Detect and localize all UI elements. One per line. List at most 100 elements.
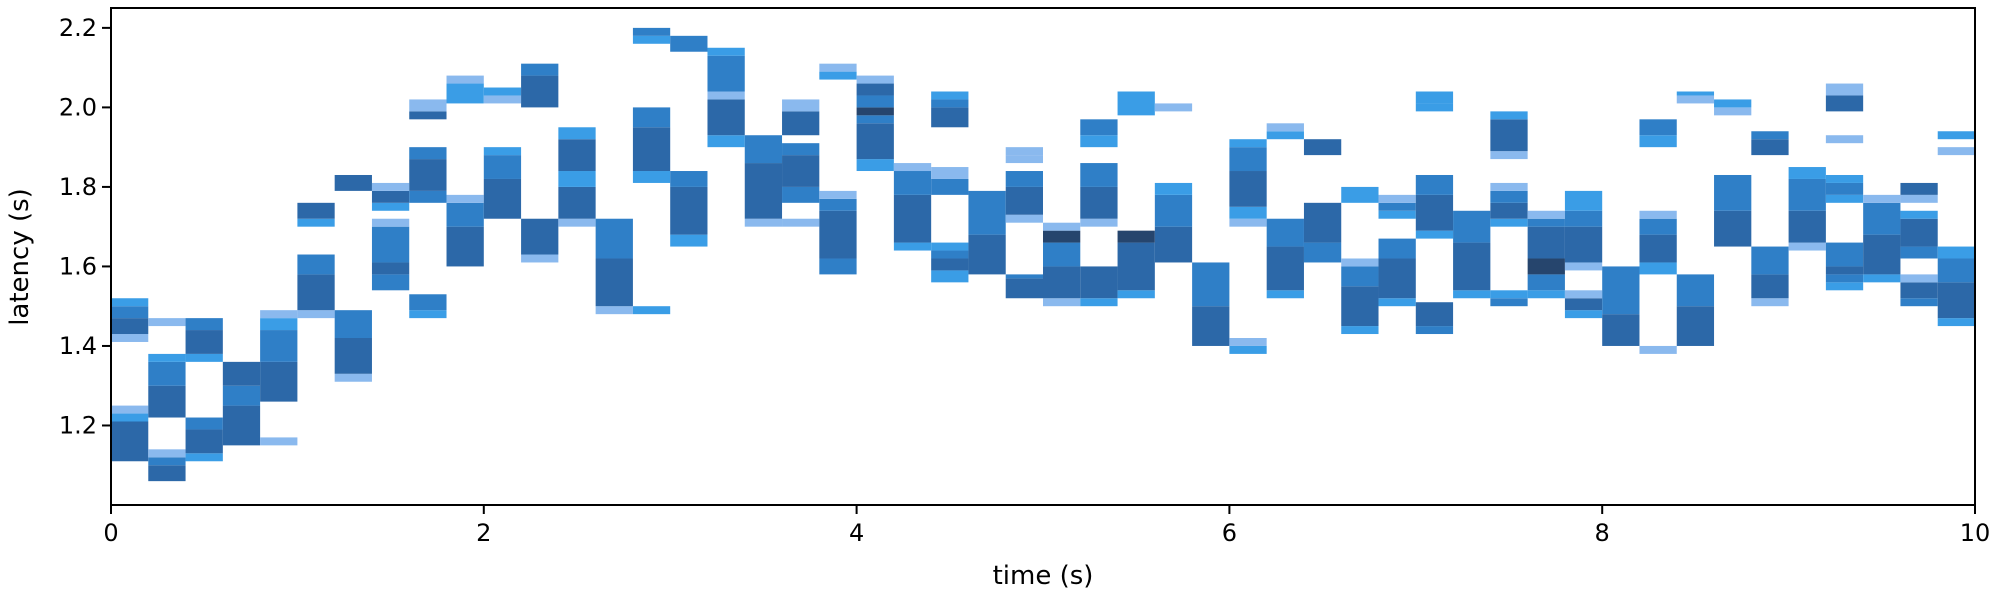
x-tick-label: 6 (1222, 519, 1237, 547)
heatmap-cell (632, 306, 671, 315)
heatmap-cell (856, 107, 894, 116)
heatmap-cell (1005, 214, 1043, 223)
heatmap-cell (1229, 345, 1267, 354)
heatmap-cell (185, 429, 223, 454)
heatmap-cell (185, 453, 223, 462)
heatmap-cell (893, 163, 932, 172)
heatmap-cell (334, 338, 372, 374)
heatmap-cell (782, 111, 820, 136)
heatmap-cell (1043, 222, 1081, 231)
heatmap-cell (1825, 182, 1864, 195)
heatmap-cell (782, 186, 820, 203)
heatmap-cell (446, 83, 484, 104)
heatmap-cell (1229, 147, 1267, 172)
heatmap-cell (1825, 83, 1864, 96)
heatmap-cell (1043, 242, 1081, 267)
heatmap-cell (819, 190, 857, 199)
heatmap-cell (222, 405, 261, 446)
heatmap-cell (931, 99, 969, 108)
heatmap-cell (1378, 210, 1416, 219)
heatmap-cell (334, 373, 372, 382)
heatmap-cell (371, 218, 410, 227)
heatmap-cell (931, 178, 969, 195)
heatmap-cell (185, 330, 223, 354)
heatmap-cell (893, 194, 932, 243)
heatmap-cell (148, 361, 186, 386)
heatmap-cell (1415, 91, 1454, 104)
x-axis: 0 2 4 6 8 10 (103, 505, 1990, 547)
heatmap-cell (893, 171, 932, 195)
heatmap-cell (1005, 147, 1043, 156)
heatmap-cell (1453, 242, 1491, 291)
heatmap-cell (707, 91, 745, 100)
heatmap-cell (1490, 202, 1528, 219)
heatmap-cell (371, 226, 410, 263)
heatmap-cell (260, 310, 298, 319)
x-tick-label: 8 (1595, 519, 1610, 547)
heatmap-cell (185, 417, 223, 430)
heatmap-cell (1266, 290, 1304, 299)
heatmap-cell (1564, 290, 1603, 299)
heatmap-cell (1378, 298, 1416, 307)
heatmap-cell (1378, 202, 1416, 211)
heatmap-cell (111, 405, 149, 414)
heatmap-cell (1043, 298, 1081, 307)
heatmap-cell (1527, 274, 1565, 291)
heatmap-cell (707, 55, 745, 92)
heatmap-cell (1341, 286, 1379, 327)
heatmap-cell (260, 437, 298, 446)
heatmap-cell (1863, 274, 1901, 283)
heatmap-cell (1527, 210, 1565, 219)
heatmap-cell (409, 159, 447, 191)
heatmap-cell (707, 99, 745, 136)
heatmap-cell (1229, 206, 1267, 219)
heatmap-cell (371, 202, 410, 211)
heatmap-cell (1117, 230, 1155, 243)
heatmap-cell (1490, 151, 1528, 160)
heatmap-cell (483, 87, 522, 96)
heatmap-cell (297, 202, 335, 219)
heatmap-cell (1303, 139, 1342, 156)
heatmap-cell (1937, 318, 1975, 327)
heatmap-cell (111, 413, 149, 422)
heatmap-cell (483, 155, 522, 179)
heatmap-cell (521, 254, 559, 263)
heatmap-cell (1564, 210, 1603, 227)
heatmap-cell (931, 250, 969, 259)
heatmap-cell (632, 171, 671, 183)
heatmap-cell (1825, 95, 1864, 112)
heatmap-cell (1863, 234, 1901, 275)
heatmap-cell (1490, 290, 1528, 299)
heatmap-cell (1602, 266, 1640, 315)
heatmap-cell (856, 75, 894, 84)
heatmap-cell (1714, 174, 1752, 211)
heatmap-cell (1080, 218, 1118, 227)
heatmap-cell (782, 143, 820, 156)
heatmap-cell (558, 171, 596, 187)
heatmap-cell (297, 254, 335, 275)
heatmap-cell (1825, 274, 1864, 283)
heatmap-cell (1564, 262, 1603, 271)
heatmap-cell (595, 258, 633, 307)
heatmap-cell (111, 421, 149, 462)
heatmap-cell (1825, 194, 1864, 203)
heatmap-cell (1154, 103, 1193, 112)
heatmap-cell (1825, 242, 1864, 267)
heatmap-cell (931, 258, 969, 271)
heatmap-cell (595, 218, 633, 259)
heatmap-cell (1751, 131, 1789, 140)
heatmap-cell (595, 306, 633, 315)
heatmap-cell (856, 123, 894, 160)
heatmap-cell (1900, 210, 1938, 219)
heatmap-cell (1937, 131, 1975, 140)
heatmap-cell (1825, 174, 1864, 183)
heatmap-cell (1266, 246, 1304, 291)
heatmap-cell (744, 163, 783, 219)
heatmap-cell (744, 135, 783, 164)
heatmap-cell (111, 298, 149, 307)
heatmap-cell (1900, 246, 1938, 259)
heatmap-cell (521, 218, 559, 255)
heatmap-cell (409, 294, 447, 311)
heatmap-cells (111, 27, 1975, 482)
heatmap-cell (893, 242, 932, 251)
